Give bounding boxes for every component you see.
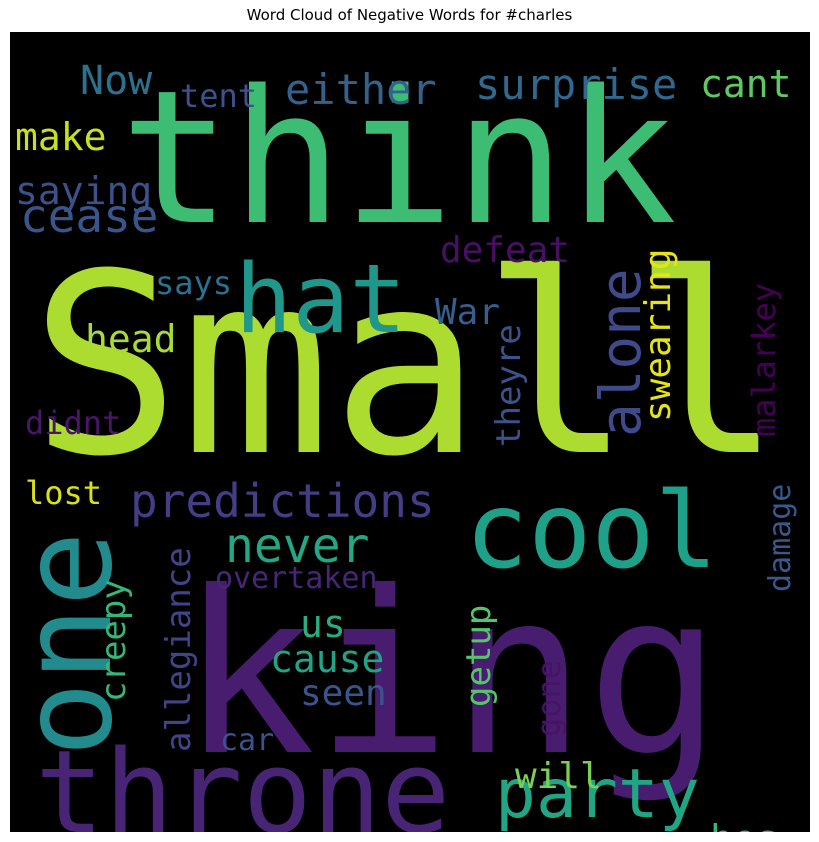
word-cool: cool <box>465 470 718 592</box>
word-didnt: didnt <box>25 404 121 442</box>
word-hes: hes <box>710 817 779 832</box>
word-now: Now <box>80 58 153 104</box>
word-party: party <box>495 755 700 832</box>
word-cause: cause <box>270 637 384 681</box>
word-predictions: predictions <box>130 474 435 528</box>
word-cant: cant <box>700 62 792 106</box>
word-war: War <box>435 292 500 333</box>
word-throne: throne <box>35 726 450 832</box>
word-getup: getup <box>459 605 499 707</box>
word-tent: tent <box>180 77 257 115</box>
word-one: one <box>10 531 140 757</box>
word-malarkey: malarkey <box>745 283 783 437</box>
word-hat: hat <box>235 245 407 355</box>
word-head: head <box>85 317 177 361</box>
word-king: king <box>180 544 722 806</box>
word-car: car <box>220 723 274 758</box>
word-defeat: defeat <box>440 230 570 271</box>
word-never: never <box>225 518 370 574</box>
word-overtaken: overtaken <box>215 561 378 596</box>
chart-title: Word Cloud of Negative Words for #charle… <box>246 6 573 24</box>
word-cease: cease <box>20 189 158 243</box>
word-surprise: surprise <box>475 60 677 109</box>
word-make: make <box>15 115 107 159</box>
word-small: Small <box>30 220 783 511</box>
word-saying: saying <box>15 169 152 213</box>
word-cloud-panel: Small king think throne one cool hat party predi… <box>10 32 810 832</box>
word-theyre: theyre <box>489 324 529 447</box>
word-alone: alone <box>589 268 654 437</box>
word-either: either <box>285 65 437 114</box>
word-says: says <box>155 264 232 302</box>
word-allegiance: allegiance <box>159 547 199 752</box>
word-us: us <box>300 602 346 646</box>
word-damage: damage <box>763 484 798 592</box>
word-gone: gone <box>530 660 568 737</box>
word-will: will <box>515 756 602 797</box>
word-seen: seen <box>300 673 387 714</box>
word-lost: lost <box>25 474 102 512</box>
word-think: think <box>120 50 677 266</box>
word-swearing: swearing <box>638 249 679 422</box>
word-creepy: creepy <box>94 579 134 702</box>
